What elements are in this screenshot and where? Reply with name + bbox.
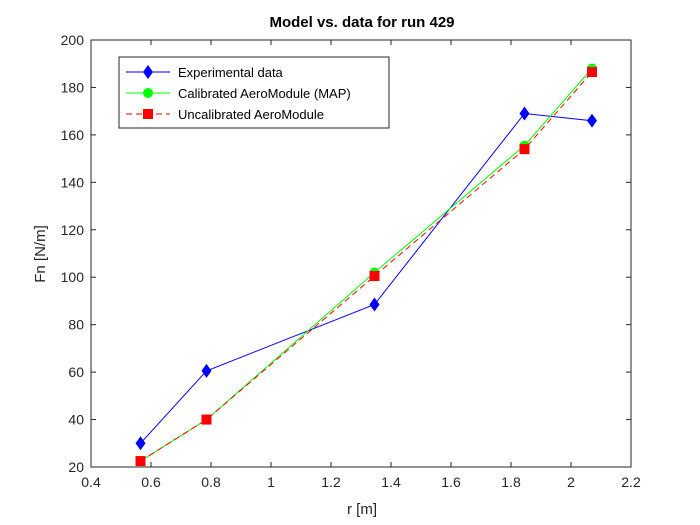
data-point-diamond	[135, 436, 146, 451]
data-point-square	[201, 414, 212, 425]
y-tick-label: 120	[61, 222, 85, 238]
chart-title: Model vs. data for run 429	[269, 14, 454, 31]
y-tick-label: 60	[68, 364, 84, 380]
legend-marker-circle	[143, 88, 153, 98]
legend-label-uncalibrated: Uncalibrated AeroModule	[178, 107, 324, 122]
data-point-square	[135, 456, 146, 467]
x-tick-label: 1.2	[321, 474, 341, 490]
x-tick-label: 2	[567, 474, 575, 490]
data-point-diamond	[369, 297, 380, 312]
x-tick-label: 2.2	[621, 474, 641, 490]
data-point-square	[587, 67, 597, 78]
x-tick-label: 0.6	[141, 474, 161, 490]
legend-entry-calibrated: Calibrated AeroModule (MAP)	[126, 86, 351, 101]
y-axis-label: Fn [N/m]	[32, 225, 49, 283]
y-tick-label: 140	[61, 174, 85, 190]
y-tick-label: 80	[68, 317, 84, 333]
legend-entry-uncalibrated: Uncalibrated AeroModule	[126, 107, 324, 122]
legend-label-experimental: Experimental data	[178, 65, 284, 80]
y-tick-label: 40	[68, 412, 84, 428]
data-point-square	[369, 271, 380, 282]
series-layer	[135, 63, 597, 467]
legend-label-calibrated: Calibrated AeroModule (MAP)	[178, 86, 351, 101]
x-tick-label: 0.4	[81, 474, 101, 490]
series-2	[135, 67, 597, 467]
x-tick-label: 1.6	[441, 474, 461, 490]
x-tick-label: 0.8	[201, 474, 221, 490]
data-point-diamond	[519, 106, 530, 121]
x-tick-label: 1.4	[381, 474, 401, 490]
y-tick-label: 180	[61, 79, 85, 95]
legend-marker-diamond	[143, 65, 153, 79]
data-point-diamond	[201, 363, 212, 378]
legend: Experimental data Calibrated AeroModule …	[118, 56, 390, 129]
legend-entry-experimental: Experimental data	[126, 65, 284, 80]
y-tick-label: 200	[61, 32, 85, 48]
series-line	[140, 71, 593, 462]
legend-marker-square	[143, 109, 153, 119]
data-point-square	[519, 144, 530, 155]
y-tick-label: 20	[68, 459, 84, 475]
x-axis-label: r [m]	[347, 501, 377, 518]
axis-ticks: 0.4 0.6 0.8 1 1.2 1.4 1.6 1.8 2 2.2 20 40 60 80 100 120…	[61, 32, 641, 490]
x-tick-label: 1.8	[501, 474, 521, 490]
y-tick-label: 160	[61, 127, 85, 143]
y-tick-label: 100	[61, 269, 85, 285]
series-0	[135, 106, 597, 451]
x-tick-label: 1	[267, 474, 275, 490]
data-point-diamond	[587, 113, 597, 128]
